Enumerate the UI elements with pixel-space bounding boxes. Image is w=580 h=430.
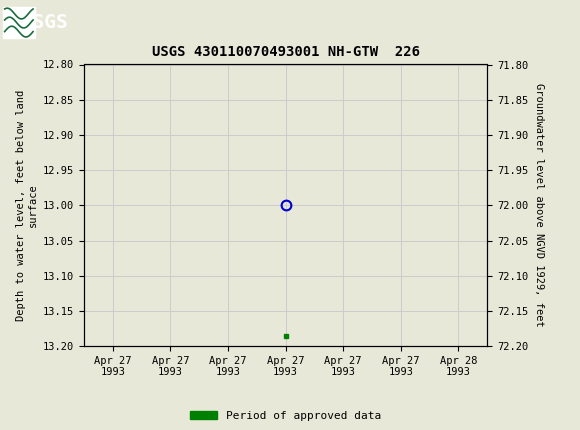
Bar [3, 7, 35, 38]
Legend: Period of approved data: Period of approved data [185, 406, 386, 425]
Text: ≡USGS: ≡USGS [9, 13, 67, 32]
Y-axis label: Depth to water level, feet below land
surface: Depth to water level, feet below land su… [16, 90, 38, 321]
Title: USGS 430110070493001 NH-GTW  226: USGS 430110070493001 NH-GTW 226 [151, 45, 420, 59]
Y-axis label: Groundwater level above NGVD 1929, feet: Groundwater level above NGVD 1929, feet [534, 83, 543, 327]
